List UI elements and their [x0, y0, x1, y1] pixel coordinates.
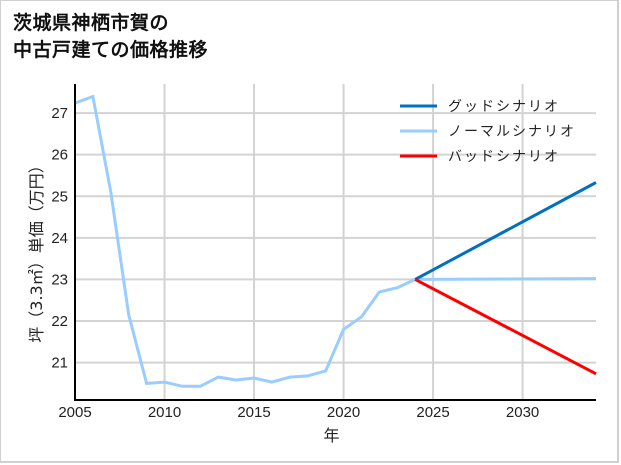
legend-label: バッドシナリオ	[448, 149, 560, 165]
x-tick-label: 2025	[416, 404, 449, 421]
legend-label: ノーマルシナリオ	[448, 124, 576, 140]
series-lines	[74, 94, 597, 388]
y-axis-label: 坪（3.3㎡）単価（万円）	[27, 157, 46, 342]
y-tick-label: 25	[51, 188, 68, 205]
y-tick-labels: 21 22 23 24 25 26 27	[51, 105, 68, 371]
y-tick-label: 24	[51, 230, 68, 247]
x-tick-label: 2015	[237, 404, 270, 421]
y-tick-label: 22	[51, 313, 68, 330]
legend-label: グッドシナリオ	[448, 99, 560, 115]
series-line	[414, 181, 597, 281]
x-axis-label: 年	[323, 426, 339, 445]
y-tick-label: 26	[51, 147, 68, 164]
chart-title-line1: 茨城県神栖市賀の	[13, 12, 170, 34]
y-tick-label: 27	[51, 105, 68, 122]
series-line	[414, 278, 597, 376]
y-tick-label: 23	[51, 271, 68, 288]
axes	[74, 84, 596, 401]
x-tick-labels: 2005 2010 2015 2020 2025 2030	[58, 404, 539, 421]
y-tick-label: 21	[51, 355, 68, 372]
x-tick-label: 2020	[327, 404, 360, 421]
x-tick-label: 2010	[148, 404, 181, 421]
x-tick-label: 2005	[58, 404, 91, 421]
series-line	[74, 94, 597, 388]
x-tick-label: 2030	[506, 404, 539, 421]
chart-title: 茨城県神栖市賀の 中古戸建ての価格推移	[13, 10, 208, 64]
chart-title-line2: 中古戸建ての価格推移	[13, 39, 209, 61]
